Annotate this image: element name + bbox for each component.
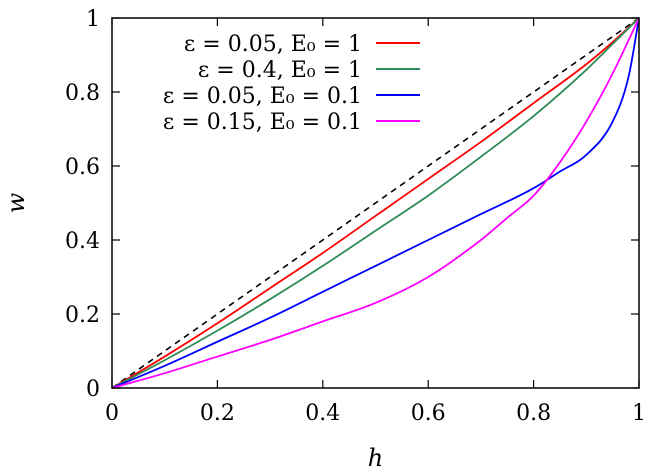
x-tick-label: 0.4 [305, 401, 340, 426]
reference-diagonal-line [111, 17, 640, 389]
plot-frame [111, 17, 640, 389]
y-tick-label: 0.4 [65, 229, 100, 254]
y-tick-label: 0.6 [65, 155, 100, 180]
y-tick-label: 0.8 [65, 81, 100, 106]
y-axis-label: w [2, 192, 30, 213]
y-tick-labels: 0 0.2 0.4 0.6 0.8 1 [65, 7, 100, 402]
legend-label-4: ε = 0.15, E₀ = 0.1 [163, 110, 362, 135]
x-tick-label: 1 [632, 401, 646, 426]
series-line-1 [111, 17, 640, 389]
x-tick-label: 0.8 [516, 401, 551, 426]
x-tick-label: 0 [105, 401, 119, 426]
legend: ε = 0.05, E₀ = 1ε = 0.4, E₀ = 1ε = 0.05,… [163, 32, 420, 135]
y-tick-label: 1 [86, 7, 100, 32]
x-tick-labels: 0 0.2 0.4 0.6 0.8 1 [105, 401, 646, 426]
x-axis-label: h [368, 444, 383, 472]
y-tick-label: 0 [86, 377, 100, 402]
x-tick-label: 0.6 [411, 401, 446, 426]
x-tick-label: 0.2 [200, 401, 235, 426]
series-curves [111, 17, 640, 389]
legend-label-1: ε = 0.05, E₀ = 1 [184, 32, 362, 57]
legend-label-2: ε = 0.4, E₀ = 1 [198, 58, 362, 83]
legend-label-3: ε = 0.05, E₀ = 0.1 [163, 84, 362, 109]
axis-ticks [111, 17, 640, 389]
series-line-2 [111, 17, 640, 389]
series-line-4 [111, 17, 640, 389]
y-tick-label: 0.2 [65, 303, 100, 328]
series-line-3 [111, 17, 640, 389]
